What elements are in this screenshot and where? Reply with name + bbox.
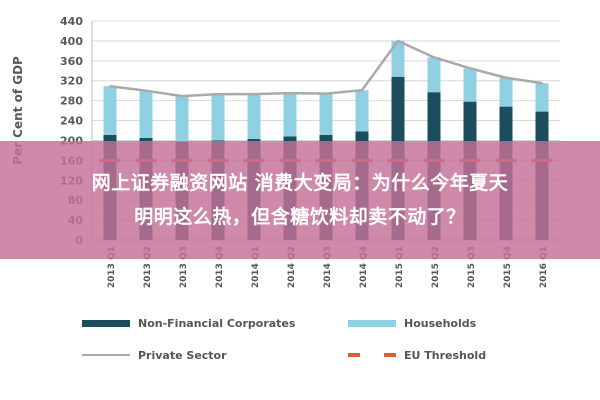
bar-households-6 <box>319 93 333 135</box>
x-tick-label-0: 2013 Q1 <box>107 246 117 288</box>
chart-legend: Non-Financial Corporates Households Priv… <box>60 305 580 385</box>
article-title-overlay[interactable]: 网上证券融资网站 消费大变局：为什么今年夏天 明明这么热，但含糖饮料却卖不动了？ <box>0 141 600 259</box>
private-sector-point-12 <box>541 82 543 85</box>
x-tick-label-7: 2014 Q4 <box>359 246 369 288</box>
y-tick-label-320: 320 <box>60 75 83 88</box>
legend-label-eu-threshold: EU Threshold <box>404 348 487 362</box>
private-sector-point-9 <box>433 56 435 59</box>
private-sector-point-4 <box>253 93 255 95</box>
legend-label-households: Households <box>404 316 477 330</box>
bar-households-4 <box>247 94 261 139</box>
private-sector-point-1 <box>145 89 147 92</box>
legend-dash-eu-threshold <box>348 353 396 357</box>
x-tick-label-11: 2015 Q4 <box>503 246 513 288</box>
overlay-title-line-2: 明明这么热，但含糖饮料却卖不动了？ <box>134 206 466 228</box>
private-sector-point-8 <box>397 40 399 42</box>
bar-households-3 <box>211 94 225 141</box>
bar-households-11 <box>499 77 513 107</box>
private-sector-point-10 <box>469 67 471 70</box>
legend-label-corporates: Non-Financial Corporates <box>138 316 296 330</box>
bar-households-7 <box>355 90 369 132</box>
bar-households-12 <box>535 83 549 112</box>
x-tick-label-6: 2014 Q3 <box>323 246 333 288</box>
legend-item-private-sector: Private Sector <box>82 345 227 365</box>
y-tick-label-240: 240 <box>60 115 83 128</box>
overlay-title-line-1: 网上证券融资网站 消费大变局：为什么今年夏天 <box>91 172 509 194</box>
bar-households-9 <box>427 57 441 93</box>
private-sector-point-2 <box>181 95 183 97</box>
x-tick-label-9: 2015 Q2 <box>431 246 441 288</box>
private-sector-point-5 <box>289 92 291 94</box>
legend-item-households: Households <box>348 313 476 333</box>
private-sector-point-3 <box>217 93 219 95</box>
private-sector-point-0 <box>109 85 111 88</box>
y-tick-label-440: 440 <box>60 15 83 28</box>
x-tick-label-10: 2015 Q3 <box>467 246 477 288</box>
legend-item-eu-threshold: EU Threshold <box>348 345 486 365</box>
bar-households-8 <box>391 40 405 77</box>
y-tick-label-360: 360 <box>60 55 83 68</box>
y-tick-label-280: 280 <box>60 95 83 108</box>
private-sector-line <box>109 39 543 98</box>
legend-swatch-corporates <box>82 319 130 327</box>
x-tick-label-8: 2015 Q1 <box>395 246 405 288</box>
private-sector-point-6 <box>325 92 327 95</box>
bar-households-5 <box>283 93 297 137</box>
legend-label-private-sector: Private Sector <box>138 348 227 362</box>
legend-swatch-households <box>348 319 396 327</box>
x-tick-label-3: 2013 Q4 <box>215 246 225 288</box>
bar-households-10 <box>463 68 477 102</box>
x-tick-label-4: 2014 Q1 <box>251 246 261 288</box>
legend-line-private-sector <box>82 354 130 356</box>
private-sector-point-7 <box>361 89 363 91</box>
x-tick-label-5: 2014 Q2 <box>287 246 297 288</box>
y-axis-label: Per Cent of GDP <box>11 56 25 165</box>
bar-households-2 <box>175 96 189 142</box>
private-sector-point-11 <box>505 76 507 79</box>
bar-households-0 <box>103 86 117 135</box>
y-tick-label-400: 400 <box>60 35 83 48</box>
legend-item-non-financial-corporates: Non-Financial Corporates <box>82 313 295 333</box>
bar-households-1 <box>139 90 153 138</box>
x-tick-label-12: 2016 Q1 <box>539 246 549 288</box>
x-tick-label-1: 2013 Q2 <box>143 246 153 288</box>
x-tick-label-2: 2013 Q3 <box>179 246 189 288</box>
